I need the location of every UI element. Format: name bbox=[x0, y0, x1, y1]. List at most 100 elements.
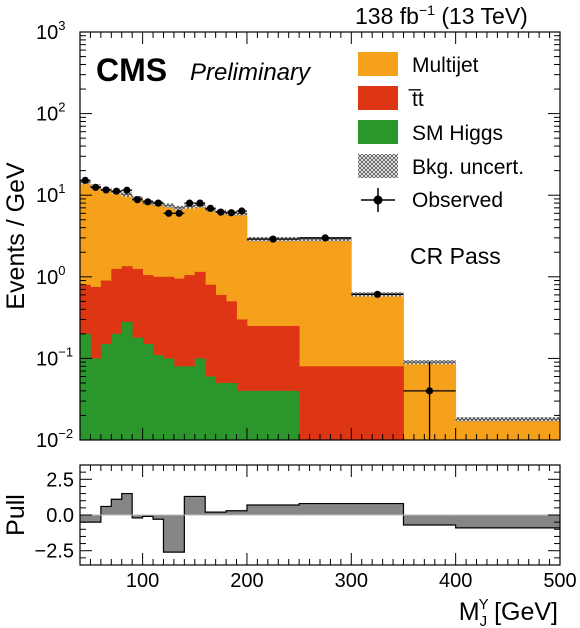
legend-label-multijet: Multijet bbox=[412, 54, 479, 77]
bar-smhiggs-9 bbox=[173, 366, 185, 440]
lumi-label: 138 fb−1 (13 TeV) bbox=[355, 2, 528, 29]
legend-marker-observed-dot bbox=[373, 195, 383, 205]
bar-ttbar-11 bbox=[194, 271, 206, 440]
bar-ttbar-15 bbox=[236, 319, 248, 440]
observed-point-10 bbox=[185, 199, 194, 207]
observed-point-7 bbox=[154, 199, 162, 207]
bar-smhiggs-8 bbox=[163, 358, 175, 440]
pull-bar-3 bbox=[121, 493, 133, 515]
bar-ttbar-10 bbox=[184, 275, 196, 440]
x-axis-label: MY J [GeV] bbox=[459, 596, 558, 628]
stacked-histogram bbox=[80, 182, 560, 440]
main-x-ticks bbox=[79, 32, 561, 440]
pull-y-axis-label: Pull bbox=[2, 494, 30, 536]
observed-point-9 bbox=[175, 209, 183, 217]
main-ytick-label-exp--2: −2 bbox=[58, 426, 73, 441]
pull-bar-11 bbox=[246, 505, 300, 515]
bar-smhiggs-6 bbox=[142, 344, 154, 440]
bar-smhiggs-3 bbox=[111, 333, 123, 440]
main-ytick-label--2: 10−2 bbox=[36, 426, 73, 452]
pull-bar-5 bbox=[142, 515, 154, 517]
pull-ytick-label-2: 2.5 bbox=[46, 469, 74, 491]
bar-smhiggs-0 bbox=[80, 333, 91, 440]
main-ytick-label-exp-2: 2 bbox=[58, 100, 65, 115]
pull-ytick-label-1: 0.0 bbox=[46, 505, 74, 527]
region-label: CR Pass bbox=[410, 243, 501, 269]
legend-label-observed: Observed bbox=[412, 189, 503, 212]
observed-point-16 bbox=[269, 235, 277, 243]
observed-point-3 bbox=[112, 187, 121, 195]
pull-x-axis: 100 200 300 400 500 bbox=[79, 465, 577, 592]
pull-ytick-label-0: −2.5 bbox=[35, 541, 74, 563]
pull-outline bbox=[80, 492, 560, 553]
pull-bar-10 bbox=[226, 510, 248, 515]
pull-bar-2 bbox=[111, 499, 123, 515]
main-ytick-label-exp--1: −1 bbox=[58, 344, 73, 359]
pull-bar-7 bbox=[163, 515, 185, 553]
bar-smhiggs-16 bbox=[246, 390, 300, 440]
bar-smhiggs-1 bbox=[90, 358, 102, 440]
observed-point-1 bbox=[92, 183, 100, 191]
legend-label-smhiggs: SM Higgs bbox=[412, 122, 503, 145]
main-ytick-label-base-2: 10 bbox=[36, 104, 58, 126]
observed-point-12 bbox=[206, 204, 215, 212]
legend-label-uncertainty: Bkg. uncert. bbox=[412, 156, 524, 179]
bar-smhiggs-13 bbox=[215, 382, 227, 440]
bar-ttbar-13 bbox=[215, 294, 227, 440]
pull-xtick-label-300: 300 bbox=[335, 570, 368, 592]
pull-bar-6 bbox=[153, 515, 164, 520]
observed-point-0 bbox=[81, 176, 89, 184]
observed-point-8 bbox=[165, 209, 173, 217]
pull-xtick-label-500: 500 bbox=[543, 570, 576, 592]
observed-data-points bbox=[80, 176, 456, 440]
observed-point-13 bbox=[217, 208, 225, 216]
main-ytick-label-exp-1: 1 bbox=[58, 181, 65, 196]
main-ytick-label-exp-0: 0 bbox=[58, 263, 65, 278]
pull-bar-13 bbox=[351, 503, 404, 515]
bar-smhiggs-12 bbox=[205, 376, 217, 440]
observed-point-19 bbox=[425, 387, 434, 395]
legend-swatch-ttbar bbox=[358, 86, 398, 110]
pull-bar-9 bbox=[205, 512, 227, 515]
main-y-axis-label: Events / GeV bbox=[2, 162, 30, 310]
main-ytick-label-exp-3: 3 bbox=[58, 18, 65, 33]
legend: Multijet t̅t SM Higgs Bkg. uncert. Obser… bbox=[358, 52, 524, 212]
pull-bar-14 bbox=[403, 515, 456, 525]
main-ytick-label-3: 103 bbox=[36, 18, 65, 44]
main-ytick-label-2: 102 bbox=[36, 100, 65, 126]
bar-ttbar-17 bbox=[299, 366, 352, 440]
observed-point-17 bbox=[321, 234, 329, 242]
bar-ttbar-18 bbox=[351, 366, 404, 440]
main-ytick-label-base-3: 10 bbox=[36, 22, 58, 44]
observed-point-2 bbox=[102, 186, 110, 194]
pull-bar-4 bbox=[132, 515, 143, 518]
main-ytick-label-base--1: 10 bbox=[36, 348, 58, 370]
bar-smhiggs-4 bbox=[121, 321, 133, 440]
pull-xtick-label-100: 100 bbox=[126, 570, 159, 592]
pull-y-axis: −2.5 0.0 2.5 bbox=[35, 469, 560, 563]
pull-plot-panel: −2.5 0.0 2.5 100 200 300 400 500 Pull MY J [GeV… bbox=[2, 464, 577, 628]
bar-ttbar-14 bbox=[226, 301, 237, 440]
observed-point-18 bbox=[373, 290, 381, 298]
legend-label-ttbar: t̅t bbox=[408, 88, 424, 111]
bar-smhiggs-5 bbox=[132, 337, 144, 440]
main-ytick-label-base-0: 10 bbox=[36, 267, 58, 289]
bar-ttbar-9 bbox=[173, 278, 185, 440]
pull-xtick-label-400: 400 bbox=[439, 570, 472, 592]
cms-label: CMS bbox=[96, 52, 167, 88]
pull-bar-12 bbox=[299, 503, 352, 515]
main-ytick-label-0: 100 bbox=[36, 263, 65, 289]
main-ytick-label-1: 101 bbox=[36, 181, 65, 207]
observed-point-5 bbox=[133, 196, 141, 204]
legend-swatch-uncertainty bbox=[358, 154, 398, 178]
observed-point-15 bbox=[238, 207, 246, 215]
pull-bar-8 bbox=[184, 496, 206, 515]
preliminary-label: Preliminary bbox=[190, 59, 312, 86]
pull-xtick-label-200: 200 bbox=[230, 570, 263, 592]
bar-smhiggs-7 bbox=[153, 355, 164, 440]
main-ytick-label--1: 10−1 bbox=[36, 344, 73, 370]
pull-histogram bbox=[80, 492, 560, 553]
